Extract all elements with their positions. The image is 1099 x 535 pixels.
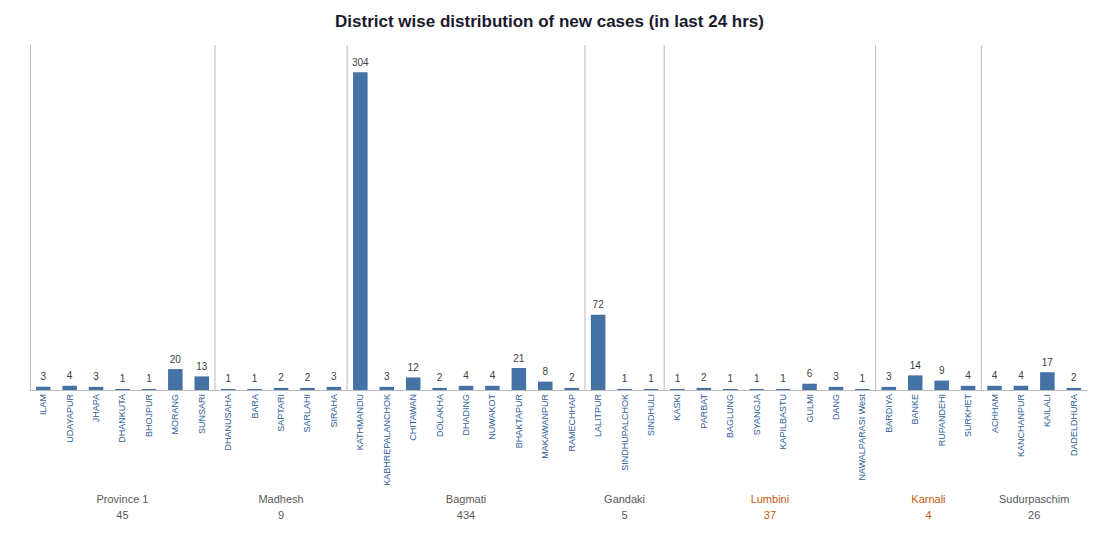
svg-text:KANCHANPUR: KANCHANPUR xyxy=(1016,394,1026,458)
svg-text:DHANUSAHA: DHANUSAHA xyxy=(223,394,233,451)
svg-text:2: 2 xyxy=(278,372,284,383)
svg-text:Province 1: Province 1 xyxy=(96,493,148,505)
svg-text:4: 4 xyxy=(463,370,469,381)
svg-text:DOLAKHA: DOLAKHA xyxy=(435,394,445,437)
svg-text:8: 8 xyxy=(543,366,549,377)
svg-text:1: 1 xyxy=(225,373,231,384)
svg-text:1: 1 xyxy=(727,373,733,384)
svg-text:2: 2 xyxy=(701,372,707,383)
svg-text:1: 1 xyxy=(120,373,126,384)
svg-text:5: 5 xyxy=(622,509,628,521)
svg-text:ILAM: ILAM xyxy=(38,394,48,415)
svg-text:Sudurpaschim: Sudurpaschim xyxy=(999,493,1069,505)
svg-text:26: 26 xyxy=(1028,509,1040,521)
svg-text:SARLAHI: SARLAHI xyxy=(302,394,312,433)
svg-text:Lumbini: Lumbini xyxy=(751,493,790,505)
svg-text:9: 9 xyxy=(939,365,945,376)
svg-text:1: 1 xyxy=(860,373,866,384)
svg-text:SIRAHA: SIRAHA xyxy=(329,394,339,428)
svg-text:Bagmati: Bagmati xyxy=(446,493,486,505)
svg-text:72: 72 xyxy=(593,299,605,310)
svg-text:37: 37 xyxy=(764,509,776,521)
svg-text:1: 1 xyxy=(754,373,760,384)
svg-text:NUWAKOT: NUWAKOT xyxy=(487,394,497,440)
svg-text:2: 2 xyxy=(305,372,311,383)
svg-text:JHAPA: JHAPA xyxy=(91,394,101,422)
svg-text:SINDHUPALCHOK: SINDHUPALCHOK xyxy=(620,394,630,471)
svg-text:3: 3 xyxy=(40,371,46,382)
svg-text:BARDIYA: BARDIYA xyxy=(884,394,894,433)
svg-text:Karnali: Karnali xyxy=(911,493,945,505)
svg-text:Madhesh: Madhesh xyxy=(258,493,303,505)
svg-text:DADELDHURA: DADELDHURA xyxy=(1069,394,1079,456)
svg-text:BHAKTAPUR: BHAKTAPUR xyxy=(514,394,524,449)
svg-text:LALITPUR: LALITPUR xyxy=(593,394,603,438)
svg-text:DHADING: DHADING xyxy=(461,394,471,436)
svg-text:Gandaki: Gandaki xyxy=(604,493,645,505)
svg-text:2: 2 xyxy=(1071,372,1077,383)
svg-text:1: 1 xyxy=(648,373,654,384)
svg-text:3: 3 xyxy=(384,371,390,382)
svg-text:4: 4 xyxy=(67,370,73,381)
svg-text:NAWALPARASI West: NAWALPARASI West xyxy=(857,394,867,481)
svg-text:14: 14 xyxy=(910,360,922,371)
svg-text:1: 1 xyxy=(780,373,786,384)
svg-text:3: 3 xyxy=(331,371,337,382)
svg-text:1: 1 xyxy=(675,373,681,384)
svg-text:ACHHAM: ACHHAM xyxy=(990,394,1000,433)
svg-text:12: 12 xyxy=(408,362,420,373)
svg-text:SURKHET: SURKHET xyxy=(963,394,973,438)
svg-text:4: 4 xyxy=(490,370,496,381)
svg-text:17: 17 xyxy=(1042,357,1054,368)
svg-text:20: 20 xyxy=(170,354,182,365)
svg-text:304: 304 xyxy=(352,57,369,68)
svg-text:BARA: BARA xyxy=(250,394,260,419)
svg-text:PARBAT: PARBAT xyxy=(699,394,709,429)
svg-text:RAMECHHAP: RAMECHHAP xyxy=(567,394,577,452)
svg-text:KASKI: KASKI xyxy=(672,394,682,421)
svg-text:BAGLUNG: BAGLUNG xyxy=(725,394,735,438)
svg-text:4: 4 xyxy=(925,509,931,521)
svg-text:21: 21 xyxy=(513,353,525,364)
svg-text:KATHMANDU: KATHMANDU xyxy=(355,394,365,450)
svg-text:3: 3 xyxy=(886,371,892,382)
svg-text:9: 9 xyxy=(278,509,284,521)
svg-text:45: 45 xyxy=(116,509,128,521)
svg-text:SUNSARI: SUNSARI xyxy=(197,394,207,434)
svg-text:4: 4 xyxy=(965,370,971,381)
svg-text:SYANGJA: SYANGJA xyxy=(752,394,762,435)
svg-text:3: 3 xyxy=(93,371,99,382)
svg-text:BANKE: BANKE xyxy=(910,394,920,425)
svg-text:UDAYAPUR: UDAYAPUR xyxy=(65,394,75,443)
svg-text:GULMI: GULMI xyxy=(805,394,815,423)
svg-text:SAPTARI: SAPTARI xyxy=(276,394,286,432)
svg-text:BHOJPUR: BHOJPUR xyxy=(144,394,154,438)
svg-text:CHITAWAN: CHITAWAN xyxy=(408,394,418,441)
svg-text:6: 6 xyxy=(807,368,813,379)
svg-text:SINDHULI: SINDHULI xyxy=(646,394,656,436)
svg-text:KAPILBASTU: KAPILBASTU xyxy=(778,394,788,450)
svg-text:KABHREPALANCHOK: KABHREPALANCHOK xyxy=(382,394,392,486)
svg-text:1: 1 xyxy=(252,373,258,384)
svg-text:2: 2 xyxy=(569,372,575,383)
svg-text:District wise distribution of: District wise distribution of new cases … xyxy=(335,12,764,31)
svg-text:DANG: DANG xyxy=(831,394,841,420)
svg-text:2: 2 xyxy=(437,372,443,383)
svg-text:434: 434 xyxy=(457,509,475,521)
svg-text:DHANKUTA: DHANKUTA xyxy=(117,394,127,443)
svg-text:KAILALI: KAILALI xyxy=(1042,394,1052,427)
svg-text:4: 4 xyxy=(992,370,998,381)
svg-text:MAKAWANPUR: MAKAWANPUR xyxy=(540,394,550,459)
svg-text:13: 13 xyxy=(196,361,208,372)
svg-text:1: 1 xyxy=(146,373,152,384)
svg-text:1: 1 xyxy=(622,373,628,384)
svg-text:4: 4 xyxy=(1018,370,1024,381)
svg-text:RUPANDEHI: RUPANDEHI xyxy=(937,394,947,446)
svg-text:3: 3 xyxy=(833,371,839,382)
svg-text:MORANG: MORANG xyxy=(170,394,180,435)
